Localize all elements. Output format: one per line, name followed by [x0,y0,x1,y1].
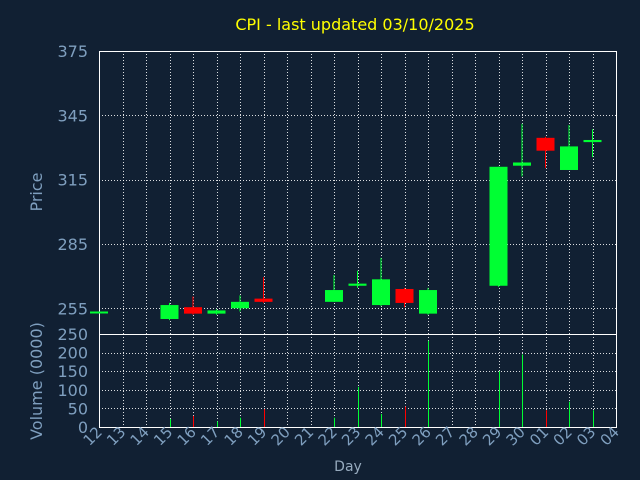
price-axis-label: Price [27,172,46,211]
candle-body [489,166,508,286]
candle-body [372,279,390,306]
candle-body [90,311,108,314]
candle-body [160,305,179,319]
volume-tick-label: 0 [78,418,88,437]
volume-tick-label: 100 [57,381,88,400]
candle-body [513,162,531,166]
chart-title: CPI - last updated 03/10/2025 [235,15,474,34]
candle-body [231,301,249,309]
candle-body [536,137,555,151]
volume-tick-label: 200 [57,344,88,363]
price-tick-label: 285 [57,235,88,254]
price-tick-label: 255 [57,299,88,318]
volume-panel-border [99,334,617,428]
candle-body [184,307,202,314]
price-tick-label: 375 [57,42,88,61]
volume-tick-label: 50 [68,399,88,418]
candle-body [419,290,437,314]
volume-tick-label: 250 [57,325,88,344]
candle-body [560,146,578,170]
candle-body [325,290,343,302]
candle-body [583,139,602,143]
candle-body [348,283,367,286]
x-axis-label: Day [334,459,362,475]
volume-tick-label: 150 [57,362,88,381]
volume-axis-label: Volume (0000) [27,322,46,440]
candle-body [207,310,226,314]
price-tick-label: 315 [57,171,88,190]
candle-body [254,298,273,302]
price-tick-label: 345 [57,106,88,125]
candle-body [395,288,414,303]
